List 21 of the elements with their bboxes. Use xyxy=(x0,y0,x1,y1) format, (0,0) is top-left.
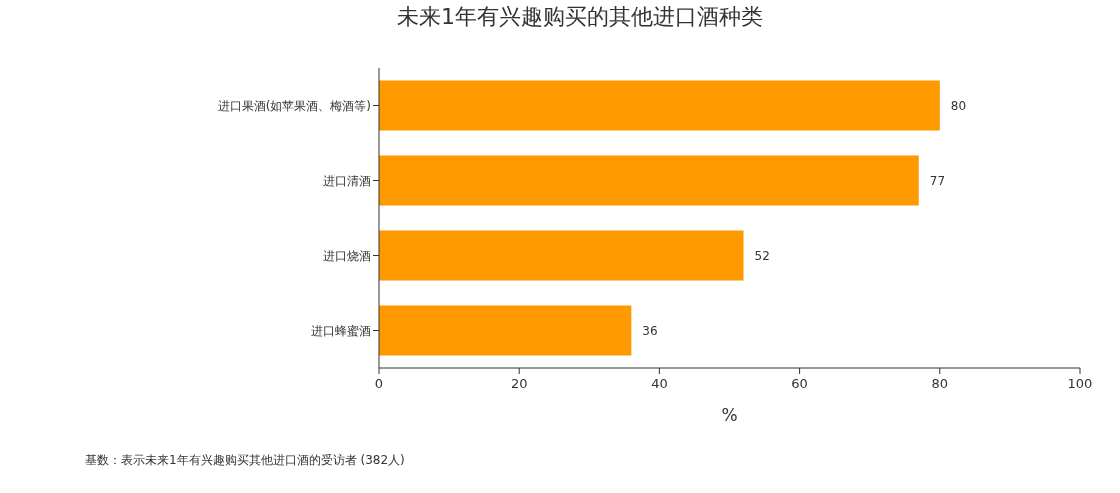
x-tick-label: 40 xyxy=(651,376,668,391)
data-label: 52 xyxy=(754,248,770,263)
x-tick-label: 100 xyxy=(1067,376,1093,391)
x-tick-label: 60 xyxy=(791,376,808,391)
data-label: 36 xyxy=(642,323,658,338)
y-tick-label: 进口蜂蜜酒 xyxy=(311,323,371,338)
bar xyxy=(379,230,744,281)
data-label: 80 xyxy=(950,98,967,113)
x-tick-label: 80 xyxy=(931,376,949,391)
x-tick-label: 20 xyxy=(510,376,528,391)
y-tick-label: 进口果酒(如苹果酒、梅酒等) xyxy=(217,98,371,113)
bar xyxy=(379,305,632,356)
bar xyxy=(379,80,940,131)
data-label: 77 xyxy=(929,173,946,188)
y-tick-label: 进口烧酒 xyxy=(323,248,371,263)
x-tick-label: 0 xyxy=(374,376,384,391)
text: 基数：表示未来1年有兴趣购买其他进口酒的受访者 (382人) xyxy=(85,453,405,467)
y-tick-label: 进口清酒 xyxy=(323,173,371,188)
x-axis-title: % xyxy=(721,405,738,425)
chart-title: 未来1年有兴趣购买的其他进口酒种类 xyxy=(397,4,763,29)
bar xyxy=(379,155,919,206)
